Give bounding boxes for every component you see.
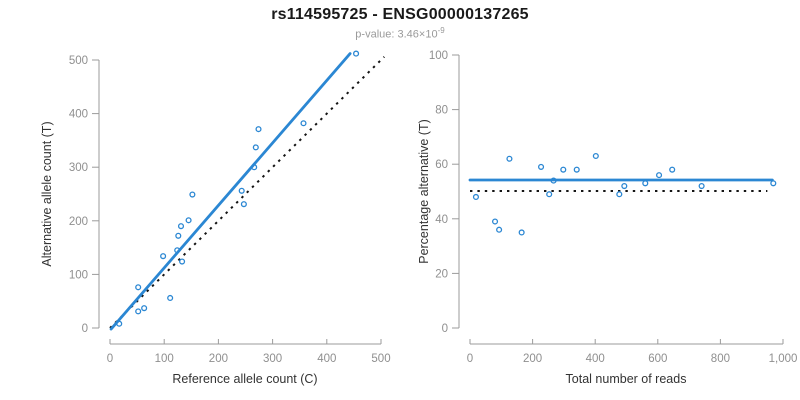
x-tick-label: 100 (155, 353, 174, 365)
identity-line (109, 56, 385, 329)
p-value-label: p-value: (355, 28, 398, 41)
data-point (240, 201, 247, 208)
data-point (116, 320, 123, 327)
x-tick-label: 400 (317, 353, 336, 365)
data-point (177, 223, 185, 230)
data-point (167, 294, 174, 302)
x-tick-label: 300 (263, 353, 282, 365)
data-point (506, 155, 513, 162)
y-tick-label: 40 (435, 214, 448, 226)
y-tick-label: 200 (69, 216, 88, 228)
p-value-exponent: -9 (437, 26, 445, 35)
data-point (179, 258, 186, 265)
y-tick-label: 0 (442, 323, 448, 335)
x-tick-label: 400 (586, 353, 605, 365)
data-point (491, 218, 499, 225)
data-point (496, 226, 503, 233)
regression-line (109, 52, 352, 331)
data-point (656, 172, 663, 179)
x-axis-label: Reference allele count (C) (172, 372, 317, 386)
data-point (592, 152, 599, 160)
figure-header: rs114595725 - ENSG00000137265 p-value: 3… (0, 0, 800, 41)
data-point (135, 284, 142, 291)
data-point (698, 182, 705, 190)
data-point (135, 308, 142, 315)
x-tick-label: 1,000 (769, 353, 798, 365)
data-point (616, 191, 623, 198)
data-point (160, 253, 167, 260)
data-point (621, 182, 628, 190)
data-point (770, 180, 777, 187)
x-tick-label: 800 (711, 353, 730, 365)
x-tick-label: 0 (467, 353, 473, 365)
data-point (560, 166, 567, 173)
y-tick-label: 20 (435, 268, 448, 280)
data-point (185, 217, 192, 224)
data-point (252, 144, 259, 151)
data-point (255, 126, 262, 133)
data-point (251, 164, 258, 171)
x-axis-label: Total number of reads (566, 372, 687, 386)
x-tick-label: 500 (371, 353, 390, 365)
data-point (141, 305, 148, 312)
y-tick-label: 60 (435, 159, 448, 171)
p-value-base: 3.46×10 (397, 28, 438, 41)
x-tick-label: 200 (523, 353, 542, 365)
data-point (573, 166, 580, 173)
percentage-vs-reads-scatter: 0 20 40 60 80 100 0 200 400 600 800 1,000 Total numb… (417, 50, 797, 386)
x-tick-label: 600 (648, 353, 667, 365)
y-axis-label: Alternative allele count (T) (40, 121, 54, 266)
chart-subtitle: p-value: 3.46×10-9 (0, 26, 800, 41)
data-point (175, 232, 182, 239)
y-tick-label: 0 (82, 323, 88, 335)
data-point (538, 163, 545, 170)
data-point (546, 191, 553, 198)
data-point (353, 50, 360, 57)
data-point (174, 247, 181, 254)
data-point (472, 193, 479, 201)
x-tick-label: 0 (107, 353, 113, 365)
x-tick-label: 200 (209, 353, 228, 365)
y-axis-label: Percentage alternative (T) (417, 119, 431, 264)
data-point (642, 180, 649, 187)
y-tick-label: 100 (429, 50, 448, 62)
data-point (189, 191, 196, 198)
allele-counts-scatter: 0 100 200 300 400 500 0 100 200 300 400 500 Referenc… (40, 50, 391, 386)
data-point (238, 187, 245, 194)
data-point (300, 120, 307, 127)
y-tick-label: 400 (69, 109, 88, 121)
y-tick-label: 100 (69, 269, 88, 281)
y-tick-label: 300 (69, 162, 88, 174)
data-point (550, 177, 557, 184)
data-point (669, 166, 676, 173)
chart-title: rs114595725 - ENSG00000137265 (271, 6, 529, 23)
y-tick-label: 80 (435, 105, 448, 117)
y-tick-label: 500 (69, 55, 88, 67)
data-point (518, 229, 525, 236)
